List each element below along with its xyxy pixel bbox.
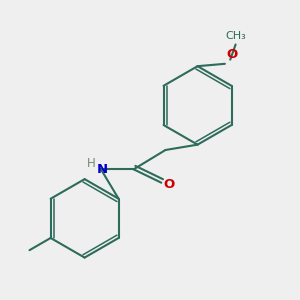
- Text: O: O: [226, 48, 238, 62]
- Text: H: H: [87, 158, 96, 170]
- Text: O: O: [164, 178, 175, 191]
- Text: CH₃: CH₃: [225, 31, 246, 41]
- Text: N: N: [97, 163, 108, 176]
